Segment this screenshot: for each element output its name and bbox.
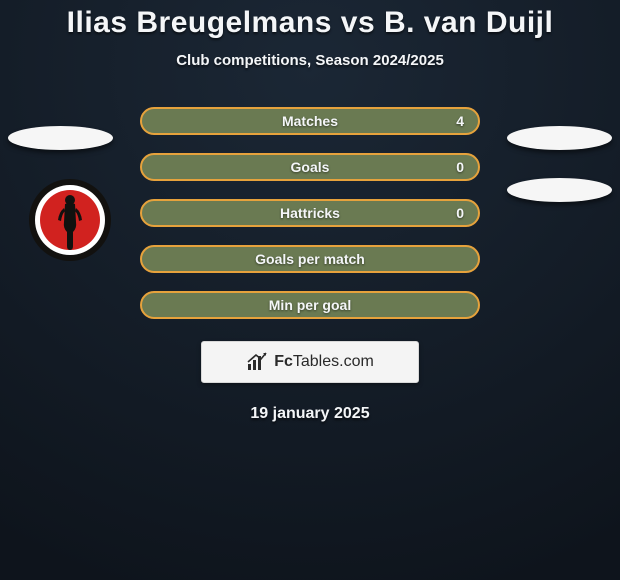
page-title: Ilias Breugelmans vs B. van Duijl (0, 6, 620, 40)
right-player-pill-1 (507, 126, 612, 150)
chart-icon (246, 351, 268, 373)
stat-row: Hattricks 0 (140, 199, 480, 227)
stat-value-right: 0 (456, 159, 464, 175)
brand-label: FcTables.com (274, 353, 374, 371)
stat-label: Goals (291, 159, 330, 175)
stat-label: Hattricks (280, 205, 340, 221)
club-badge (28, 178, 112, 262)
stat-label: Matches (282, 113, 338, 129)
stat-label: Goals per match (255, 251, 365, 267)
stat-row: Goals 0 (140, 153, 480, 181)
date-text: 19 january 2025 (0, 405, 620, 423)
stat-row: Min per goal (140, 291, 480, 319)
left-player-pill (8, 126, 113, 150)
stat-row: Matches 4 (140, 107, 480, 135)
brand-box: FcTables.com (201, 341, 419, 383)
stat-value-right: 4 (456, 113, 464, 129)
stat-value-right: 0 (456, 205, 464, 221)
right-player-pill-2 (507, 178, 612, 202)
subtitle: Club competitions, Season 2024/2025 (0, 52, 620, 69)
stat-label: Min per goal (269, 297, 351, 313)
stat-row: Goals per match (140, 245, 480, 273)
